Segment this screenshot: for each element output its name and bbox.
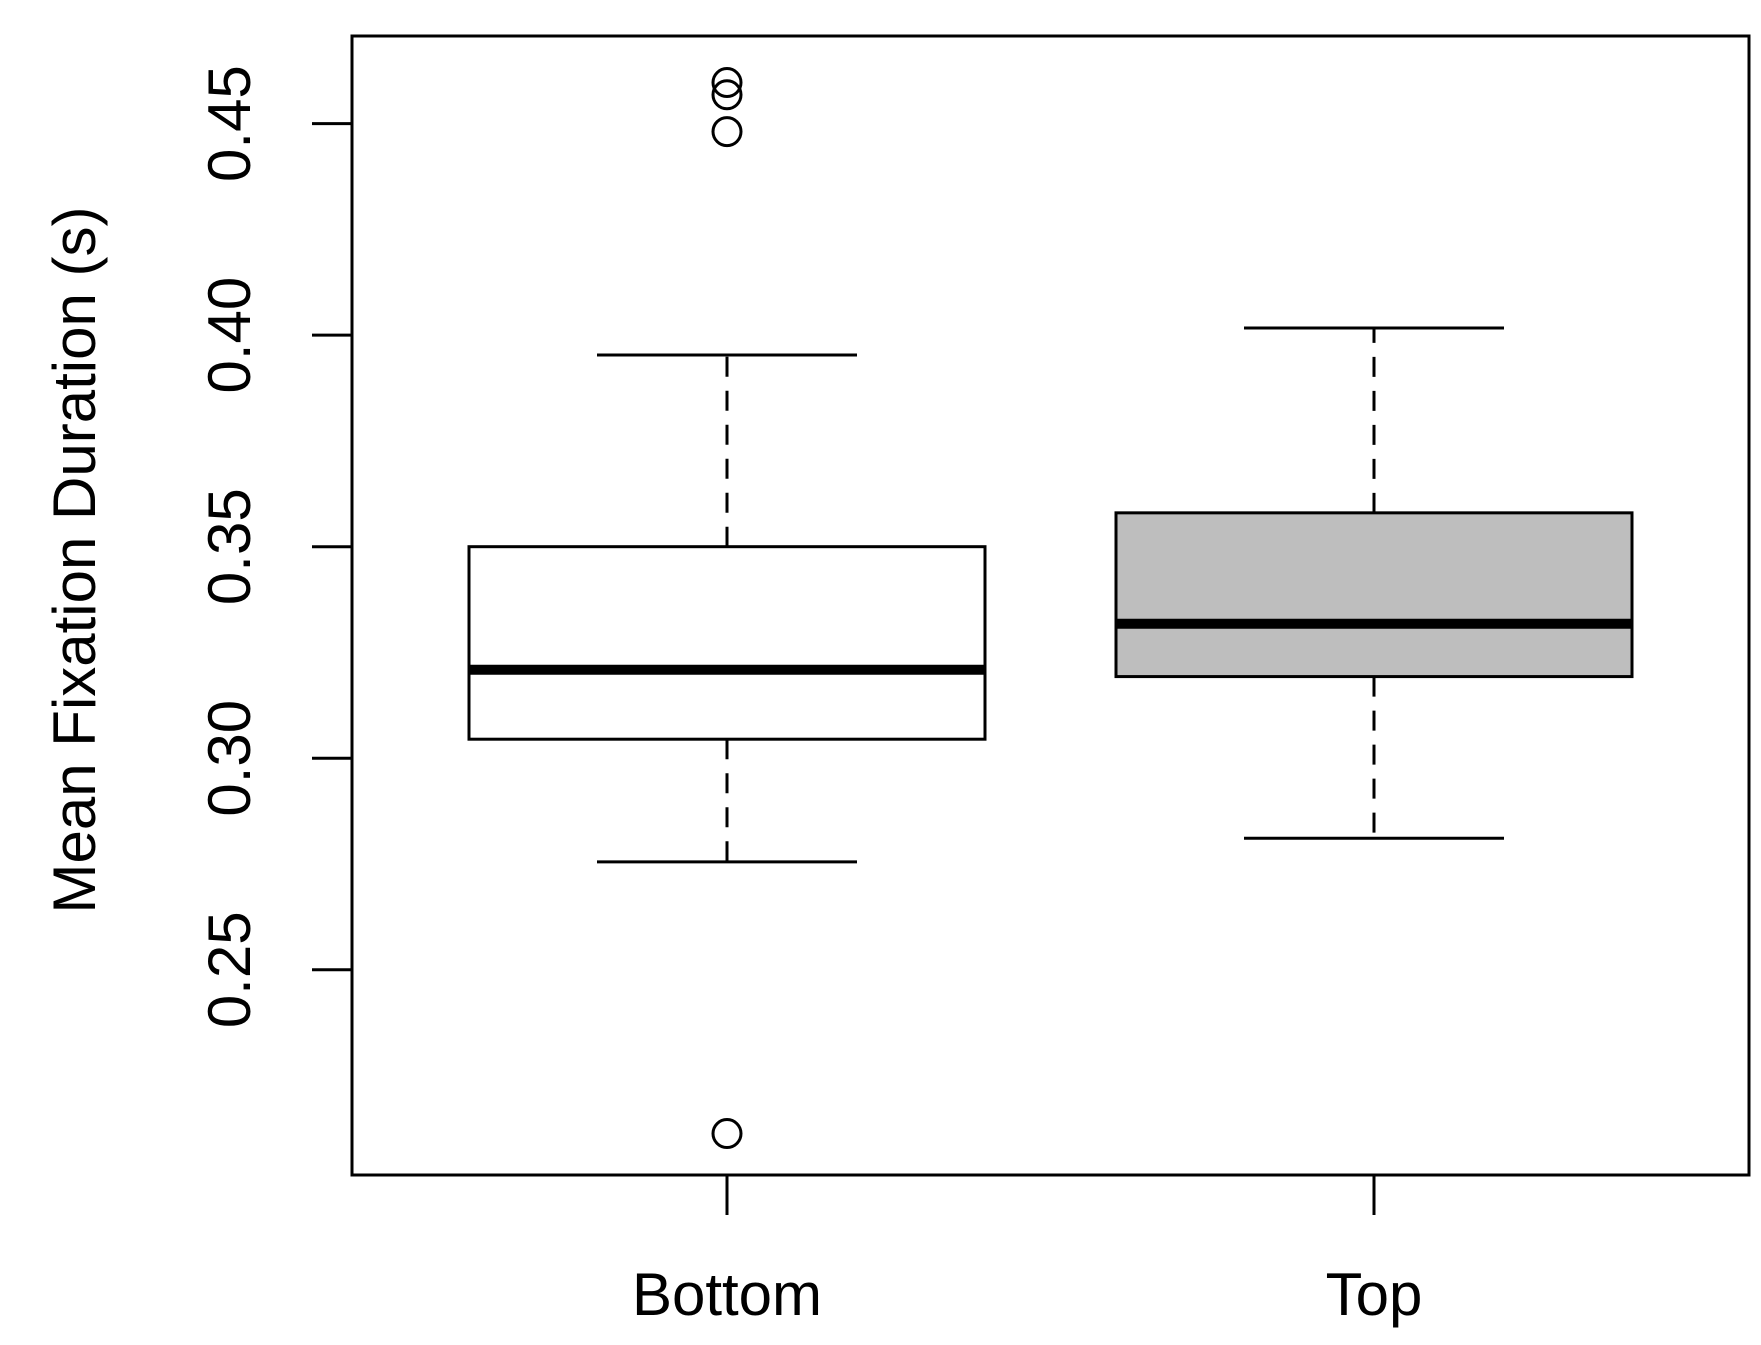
outlier-point — [711, 67, 743, 99]
outlier-point — [711, 1118, 743, 1150]
outlier-point — [711, 116, 743, 148]
x-tick-label: Bottom — [632, 1261, 822, 1328]
y-tick-label: 0.40 — [196, 277, 263, 394]
x-tick-label: Top — [1326, 1261, 1423, 1328]
y-tick-label: 0.45 — [196, 65, 263, 182]
box-top — [1114, 326, 1634, 840]
iqr-box — [467, 545, 987, 741]
y-tick-label: 0.30 — [196, 700, 263, 817]
y-axis-label: Mean Fixation Duration (s) — [41, 207, 108, 914]
y-tick-label: 0.35 — [196, 488, 263, 605]
boxes — [467, 67, 1634, 1150]
x-axis: Bottom Top — [632, 1175, 1422, 1328]
iqr-box — [1114, 511, 1634, 679]
outlier-point — [711, 79, 743, 111]
box-bottom — [467, 67, 987, 1150]
y-tick-label: 0.25 — [196, 911, 263, 1028]
y-axis: 0.25 0.30 0.35 0.40 0.45 — [196, 65, 354, 1028]
